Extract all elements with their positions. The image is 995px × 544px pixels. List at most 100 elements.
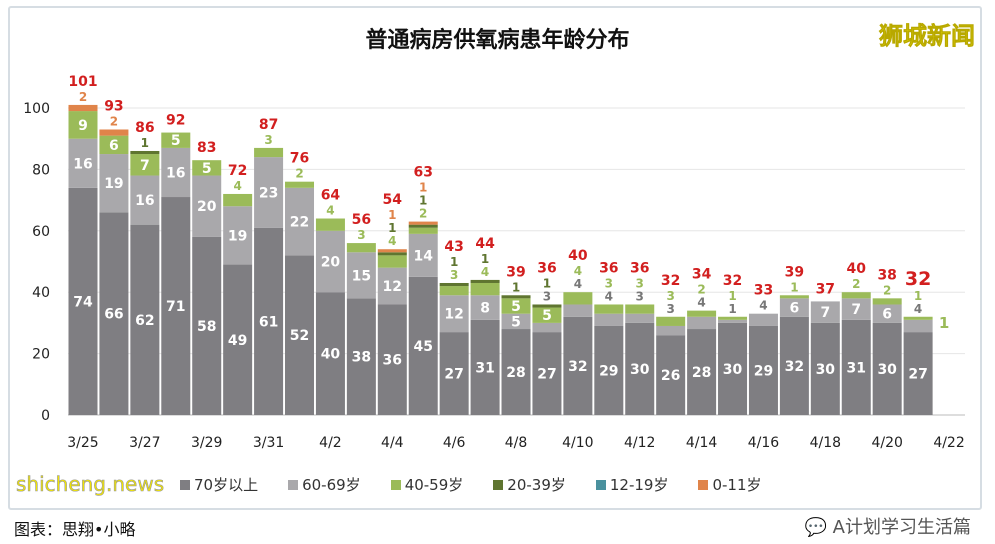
- bar-segment: [841, 292, 871, 299]
- segment-label: 58: [197, 319, 216, 335]
- legend-label: 60-69岁: [302, 476, 361, 494]
- bar-segment: [161, 147, 191, 198]
- segment-label: 12: [444, 307, 463, 323]
- total-label: 34: [692, 267, 712, 283]
- segment-label: 1: [419, 194, 427, 208]
- x-tick-label: 4/18: [810, 435, 841, 451]
- total-label: 33: [754, 283, 773, 299]
- x-tick-label: 4/12: [624, 435, 655, 451]
- y-tick-label: 40: [32, 285, 50, 301]
- bar-segment: [223, 264, 253, 415]
- segment-label: 3: [543, 289, 551, 303]
- bar-segment: [439, 295, 469, 333]
- segment-label: 9: [78, 118, 88, 134]
- segment-label: 40: [321, 347, 341, 363]
- y-tick-label: 20: [32, 347, 50, 363]
- legend-swatch: [493, 480, 504, 490]
- bar-segment: [656, 325, 686, 336]
- segment-label: 2: [110, 114, 118, 128]
- logo: 狮城新闻: [879, 22, 976, 51]
- bar-segment: [99, 135, 129, 155]
- total-label: 32: [723, 273, 742, 289]
- x-tick-label: 4/2: [319, 435, 342, 451]
- bar-segment: [408, 224, 438, 228]
- segment-label: 61: [259, 314, 278, 330]
- segment-label: 16: [135, 193, 154, 209]
- segment-label: 23: [259, 185, 278, 201]
- chart-credit: 图表：思翔•小略: [14, 520, 136, 539]
- segment-label: 1: [790, 280, 798, 294]
- bar-segment: [470, 282, 500, 296]
- bar-segment: [99, 212, 129, 415]
- segment-label: 6: [790, 301, 800, 317]
- bar-segment: [254, 157, 284, 228]
- y-tick-label: 0: [41, 408, 50, 424]
- bar-segment: [625, 304, 655, 314]
- segment-label: 6: [109, 138, 119, 154]
- bar-segment: [439, 286, 469, 296]
- bar-segment: [223, 193, 253, 207]
- total-label: 72: [228, 163, 247, 179]
- bar-segment: [68, 187, 98, 415]
- y-tick-label: 80: [32, 162, 50, 178]
- segment-label: 3: [357, 228, 365, 242]
- legend-label: 40-59岁: [404, 476, 464, 494]
- legend-label: 70岁以上: [194, 476, 259, 494]
- segment-label: 14: [413, 248, 433, 264]
- bar-segment: [285, 181, 315, 188]
- legend-swatch: [180, 480, 190, 490]
- bar-segment: [779, 295, 809, 299]
- bar-segment: [315, 218, 345, 231]
- legend-item: 12-19岁: [595, 474, 668, 495]
- segment-label: 49: [228, 333, 247, 349]
- segment-label: 19: [104, 176, 123, 192]
- segment-label: 2: [419, 207, 427, 221]
- segment-label: 16: [73, 156, 92, 172]
- segment-label: 26: [661, 368, 680, 384]
- legend-item: 40-59岁: [390, 474, 464, 495]
- bar-segment: [903, 319, 933, 333]
- bar-segment: [192, 175, 222, 237]
- wechat-label: A计划学习生活篇: [832, 517, 971, 538]
- bar-segment: [346, 243, 376, 253]
- bar-segment: [594, 313, 624, 326]
- segment-label: 3: [264, 133, 272, 147]
- segment-label: 1: [141, 136, 149, 150]
- bar-segment: [625, 313, 655, 323]
- segment-label: 27: [537, 367, 556, 383]
- bar-segment: [285, 255, 315, 415]
- bar-segment: [99, 154, 129, 213]
- legend-label: 0-11岁: [712, 476, 762, 494]
- segment-label: 5: [511, 299, 521, 315]
- segment-label: 1: [481, 252, 489, 266]
- bar-segment: [439, 332, 469, 415]
- segment-label: 7: [820, 305, 830, 321]
- bar-segment: [594, 304, 624, 314]
- legend-item: 0-11岁: [698, 474, 762, 495]
- bar-segment: [563, 292, 593, 305]
- bar-segment: [130, 175, 160, 225]
- bar-segment: [346, 252, 376, 299]
- segment-label: 1: [388, 208, 396, 222]
- segment-label: 4: [574, 264, 582, 278]
- bar-segment: [872, 304, 902, 323]
- segment-label: 8: [480, 301, 490, 317]
- bar-segment: [532, 304, 562, 308]
- segment-label: 45: [413, 339, 432, 355]
- wechat-account: 💬 A计划学习生活篇: [804, 517, 971, 538]
- total-label: 92: [166, 113, 185, 129]
- segment-label: 1: [388, 221, 396, 235]
- bar-segment: [192, 160, 222, 176]
- bar-segment: [315, 292, 345, 415]
- segment-label: 4: [605, 289, 613, 303]
- total-label: 39: [785, 264, 804, 280]
- total-label: 36: [630, 260, 649, 276]
- segment-label: 30: [877, 362, 897, 378]
- x-tick-label: 3/25: [67, 435, 98, 451]
- total-label: 32: [905, 268, 931, 290]
- bar-segment: [501, 298, 531, 314]
- segment-label: 28: [692, 365, 711, 381]
- total-label: 83: [197, 140, 216, 156]
- legend-swatch: [390, 480, 401, 490]
- total-label: 38: [877, 267, 896, 283]
